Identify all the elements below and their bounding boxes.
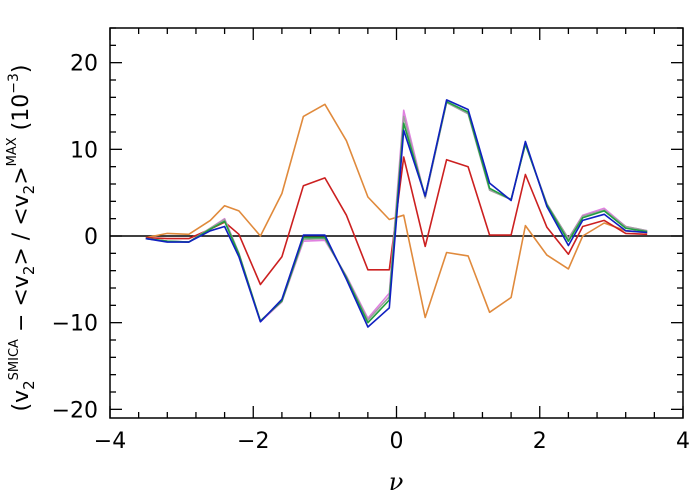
y-tick-label: −20 bbox=[52, 398, 98, 423]
y-tick-label: 20 bbox=[70, 52, 98, 77]
x-axis-title: ν bbox=[389, 468, 404, 496]
y-title-open: (v bbox=[9, 390, 34, 412]
y-title-mid: > / <v bbox=[9, 194, 34, 265]
x-tick-label: 2 bbox=[533, 429, 547, 454]
svg-text:(v2SMICA − <v2> / <v2>MAX (10−: (v2SMICA − <v2> / <v2>MAX (10−3) bbox=[5, 65, 38, 412]
y-title-units-open: (10 bbox=[9, 94, 34, 138]
y-title-close: > bbox=[9, 166, 34, 184]
plot-area bbox=[110, 99, 683, 328]
y-tick-label: 0 bbox=[84, 225, 98, 250]
x-tick-label: −4 bbox=[94, 429, 126, 454]
axes bbox=[109, 27, 684, 419]
series-line-6 bbox=[145, 99, 648, 328]
x-tick-label: 4 bbox=[676, 429, 690, 454]
y-title-minus: − <v bbox=[9, 275, 34, 339]
y-axis-title: (v2SMICA − <v2> / <v2>MAX (10−3) bbox=[5, 65, 38, 412]
y-title-sub2: 2 bbox=[20, 266, 38, 276]
y-title-units-close: ) bbox=[9, 65, 34, 74]
y-title-sup1: SMICA bbox=[7, 339, 22, 380]
y-title-sub3: 2 bbox=[20, 185, 38, 195]
y-tick-label: −10 bbox=[52, 312, 98, 337]
y-title-sub1: 2 bbox=[20, 380, 38, 390]
y-tick-label: 10 bbox=[70, 138, 98, 163]
y-title-units-sup: −3 bbox=[6, 73, 22, 94]
x-tick-label: 0 bbox=[390, 429, 404, 454]
x-tick-label: −2 bbox=[237, 429, 269, 454]
y-title-sup2: MAX bbox=[5, 137, 20, 166]
